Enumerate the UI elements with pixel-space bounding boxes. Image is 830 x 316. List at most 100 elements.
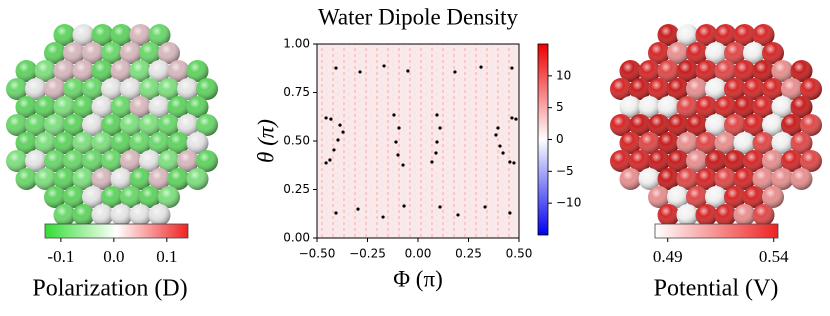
atom-shade (139, 114, 161, 136)
colorbar-tick-label: -0.1 (47, 247, 74, 266)
atom-shade (177, 114, 199, 136)
colorbar-tick-label: 0.49 (653, 247, 683, 266)
data-point (510, 116, 514, 120)
data-point (332, 148, 336, 152)
x-axis-label: Φ (π) (393, 266, 443, 291)
colorbar (654, 223, 779, 239)
atom-shade (82, 150, 104, 172)
atom-shade (686, 42, 708, 64)
data-point (508, 160, 512, 164)
atom-shade (186, 60, 209, 82)
atom-shade (752, 60, 775, 82)
colorbar-tick-label: 5 (556, 100, 564, 114)
atom-shade (167, 96, 190, 118)
atom-shade (733, 60, 756, 82)
atom-shade (724, 114, 746, 136)
atom-shade (34, 96, 57, 118)
data-point (512, 161, 516, 165)
atom-shade (724, 186, 746, 208)
atom-shade (771, 168, 794, 190)
atom-shade (129, 204, 152, 226)
nanoparticle-renders (6, 24, 822, 226)
atom-shade (771, 96, 794, 118)
data-point (401, 163, 405, 167)
data-point (494, 133, 498, 137)
atom-shade (82, 78, 104, 100)
atom-shade (743, 186, 765, 208)
colorbar-label: Potential (V) (654, 276, 779, 302)
atom-shade (648, 42, 670, 64)
atom-shade (610, 150, 632, 172)
atom-shade (148, 96, 171, 118)
atom-shade (63, 78, 85, 100)
colorbar-tick-label: −5 (556, 164, 574, 178)
atom-shade (15, 96, 38, 118)
atom-shade (101, 42, 123, 64)
data-point (453, 70, 457, 74)
atom-shade (733, 24, 756, 46)
atom-shade (129, 24, 152, 46)
colorbar-label: Polarization (D) (32, 276, 187, 302)
atom-shade (91, 132, 114, 154)
x-tick-label: 0.25 (455, 247, 482, 261)
atom-shade (101, 114, 123, 136)
atom-shade (15, 132, 38, 154)
atom-shade (91, 204, 114, 226)
atom-shade (771, 132, 794, 154)
atom-shade (667, 150, 689, 172)
atom-shade (762, 186, 784, 208)
atom-shade (762, 114, 784, 136)
atom-shade (676, 132, 699, 154)
atom-shade (714, 60, 737, 82)
atom-shade (752, 132, 775, 154)
data-point (402, 204, 406, 208)
atom-shade (167, 168, 190, 190)
atom-shade (110, 24, 133, 46)
atom-shade (110, 204, 133, 226)
atom-shade (120, 42, 142, 64)
data-point (392, 113, 396, 117)
atom-shade (158, 186, 180, 208)
atom-shade (619, 132, 642, 154)
data-point (338, 123, 342, 127)
atom-shade (743, 42, 765, 64)
atom-shade (120, 78, 142, 100)
data-point (334, 66, 338, 70)
heatmap-field (317, 44, 519, 238)
data-point (328, 158, 332, 162)
atom-shade (167, 60, 190, 82)
atom-shade (196, 114, 218, 136)
atom-shade (158, 78, 180, 100)
atom-shade (129, 168, 152, 190)
atom-shade (781, 150, 803, 172)
atom-shade (619, 96, 642, 118)
atom-shade (91, 60, 114, 82)
plot-frame (316, 43, 520, 239)
atom-shade (648, 78, 670, 100)
atom-shade (53, 204, 76, 226)
data-point (498, 144, 502, 148)
data-point (438, 126, 442, 130)
atom-shade (6, 78, 28, 100)
atom-shade (186, 168, 209, 190)
atom-shade (610, 78, 632, 100)
atom-shade (82, 186, 104, 208)
data-point (434, 151, 438, 155)
atom-shade (101, 186, 123, 208)
atom-shade (196, 78, 218, 100)
atom-shade (762, 150, 784, 172)
x-tick-label: −0.25 (349, 247, 386, 261)
data-point (479, 65, 483, 69)
colorbar-tick-label: 10 (556, 68, 571, 82)
atom-shade (714, 204, 737, 226)
atom-shade (695, 132, 718, 154)
atom-shade (91, 24, 114, 46)
atom-shade (733, 168, 756, 190)
atom-shade (82, 114, 104, 136)
atom-shade (44, 42, 66, 64)
atom-shade (72, 204, 95, 226)
atom-shade (63, 186, 85, 208)
atom-shade (743, 78, 765, 100)
atom-shade (110, 132, 133, 154)
data-point (397, 126, 401, 130)
